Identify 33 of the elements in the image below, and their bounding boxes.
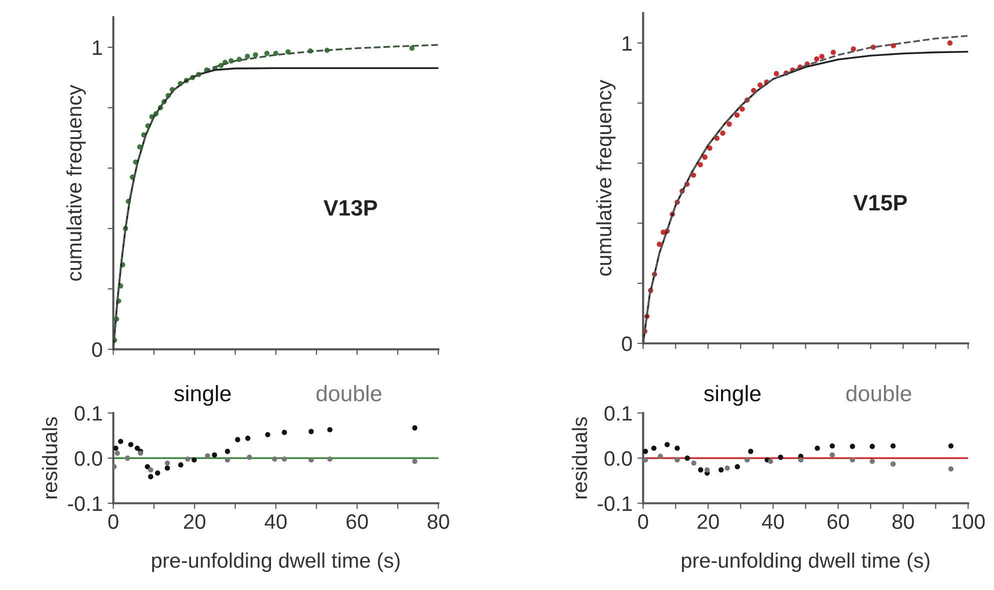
series-label: single (704, 385, 761, 406)
annotation: V15P (853, 195, 907, 211)
x-axis-title: pre-unfolding dwell time (s) (682, 552, 930, 572)
y-axis-title: residuals (572, 417, 588, 498)
y-tick-label: 0.0 (74, 451, 102, 466)
y-tick-label: -0.1 (68, 496, 102, 512)
x-tick-label: 60 (828, 514, 849, 529)
y-tick-label: 0 (622, 336, 632, 352)
x-tick-label: 0 (638, 514, 648, 529)
y-tick-label: 0.1 (74, 406, 102, 421)
text: double (846, 385, 912, 402)
x-tick-label: 60 (346, 514, 368, 529)
x-tick-label: 80 (428, 514, 450, 529)
y-tick-label: -0.1 (598, 496, 632, 512)
x-axis-title: pre-unfolding dwell time (s) (152, 552, 400, 572)
y-tick-label: 0.1 (604, 406, 632, 421)
x-tick-label: 40 (762, 514, 784, 529)
y-tick-label: 1 (622, 36, 632, 51)
x-tick-label: 80 (892, 514, 914, 529)
text: double (316, 385, 382, 402)
y-axis-title: cumulative frequency (596, 80, 616, 276)
y-axis-title: residuals (42, 417, 58, 498)
x-tick-label: 40 (264, 514, 287, 529)
series-label: single (174, 385, 231, 406)
y-tick-label: 1 (92, 40, 102, 55)
x-tick-label: 0 (108, 514, 118, 529)
annotation: V13P (324, 200, 378, 216)
x-tick-label: 20 (698, 514, 719, 529)
y-axis-title: cumulative frequency (66, 84, 86, 281)
y-tick-label: 0.0 (604, 451, 632, 466)
x-tick-label: 100 (952, 514, 985, 529)
y-tick-label: 0 (92, 342, 102, 358)
x-tick-label: 20 (184, 514, 206, 529)
